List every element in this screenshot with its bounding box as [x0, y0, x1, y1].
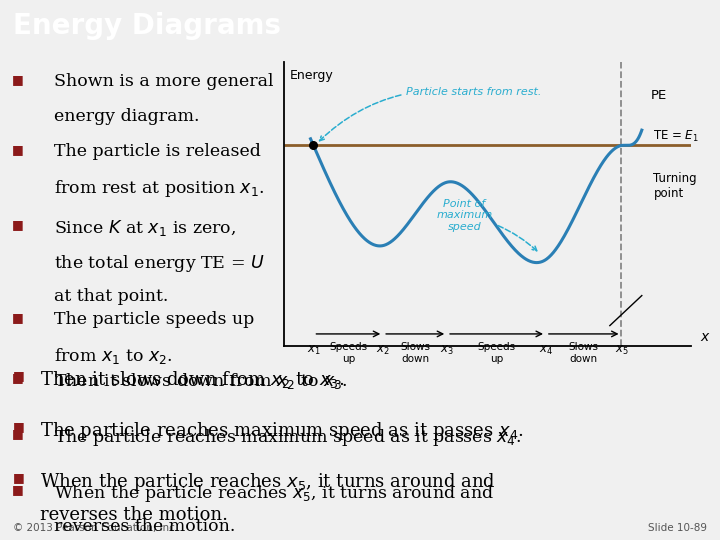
Text: reverses the motion.: reverses the motion.: [40, 507, 228, 524]
Text: The particle reaches maximum speed as it passes $x_4$.: The particle reaches maximum speed as it…: [40, 420, 523, 442]
Text: When the particle reaches $x_5$, it turns around and: When the particle reaches $x_5$, it turn…: [40, 471, 495, 494]
Text: PE: PE: [651, 89, 667, 102]
Text: The particle reaches maximum speed as it passes $x_4$.: The particle reaches maximum speed as it…: [55, 427, 521, 448]
Text: $x_5$: $x_5$: [615, 344, 629, 357]
Text: Slows
down: Slows down: [569, 342, 599, 364]
Text: Shown is a more general: Shown is a more general: [55, 73, 274, 91]
Text: Then it slows down from $x_2$ to $x_3$.: Then it slows down from $x_2$ to $x_3$.: [40, 369, 344, 389]
Text: Turning
point: Turning point: [654, 172, 697, 200]
Text: Speeds
up: Speeds up: [477, 342, 516, 364]
Text: Slows
down: Slows down: [400, 342, 430, 364]
Text: Energy Diagrams: Energy Diagrams: [13, 12, 281, 40]
Text: ■: ■: [12, 372, 24, 384]
Text: © 2013 Pearson Education, Inc.: © 2013 Pearson Education, Inc.: [13, 523, 179, 533]
Text: Particle starts from rest.: Particle starts from rest.: [320, 87, 542, 141]
Text: the total energy TE = $U$: the total energy TE = $U$: [55, 253, 265, 274]
Text: Then it slows down from $x_2$ to $x_3$.: Then it slows down from $x_2$ to $x_3$.: [55, 372, 348, 392]
Text: ■: ■: [12, 311, 24, 324]
Text: $x_4$: $x_4$: [539, 344, 553, 357]
Text: ■: ■: [12, 143, 24, 156]
Text: Slide 10-89: Slide 10-89: [648, 523, 707, 533]
Text: at that point.: at that point.: [55, 288, 168, 305]
Text: ■: ■: [13, 471, 24, 484]
Text: ■: ■: [12, 427, 24, 440]
Text: ■: ■: [13, 369, 24, 382]
Text: energy diagram.: energy diagram.: [55, 109, 200, 125]
Text: ■: ■: [12, 218, 24, 231]
Text: from $x_1$ to $x_2$.: from $x_1$ to $x_2$.: [55, 346, 173, 366]
Text: reverses the motion.: reverses the motion.: [55, 518, 236, 535]
Text: When the particle reaches $x_5$, it turns around and: When the particle reaches $x_5$, it turn…: [55, 483, 495, 504]
Text: The particle is released: The particle is released: [55, 143, 261, 160]
Text: Since $K$ at $x_1$ is zero,: Since $K$ at $x_1$ is zero,: [55, 218, 236, 238]
Text: Energy: Energy: [290, 69, 334, 82]
Text: ■: ■: [12, 483, 24, 496]
Text: $x_2$: $x_2$: [377, 344, 390, 357]
Text: $x_3$: $x_3$: [440, 344, 454, 357]
Text: $x$: $x$: [701, 330, 711, 345]
Text: ■: ■: [12, 73, 24, 86]
Text: from rest at position $x_1$.: from rest at position $x_1$.: [55, 178, 265, 199]
Text: The particle speeds up: The particle speeds up: [55, 311, 255, 328]
Text: Speeds
up: Speeds up: [329, 342, 367, 364]
Text: Point of
maximum
speed: Point of maximum speed: [436, 199, 537, 251]
Text: ■: ■: [13, 420, 24, 433]
Text: TE = $E_1$: TE = $E_1$: [654, 129, 699, 144]
Text: $x_1$: $x_1$: [307, 344, 320, 357]
